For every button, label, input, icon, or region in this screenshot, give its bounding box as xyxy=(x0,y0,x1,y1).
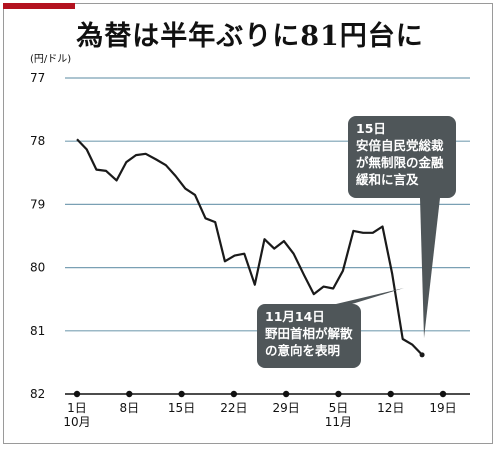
x-tick-label: 15日 xyxy=(168,401,195,415)
callout-pointer xyxy=(336,288,404,304)
callout-text-line: の意向を表明 xyxy=(265,343,340,358)
x-tick-dot xyxy=(335,390,342,398)
chart-title: 為替は半年ぶりに81円台に xyxy=(76,21,424,52)
x-tick-label: 29日 xyxy=(273,401,300,415)
x-tick-dot xyxy=(387,390,394,398)
y-tick-label: 79 xyxy=(30,197,45,211)
x-tick-dot xyxy=(230,390,238,398)
x-tick-month-label: 10月 xyxy=(63,415,90,429)
y-tick-label: 81 xyxy=(30,324,45,338)
y-tick-label: 77 xyxy=(30,71,45,85)
x-tick-label: 19日 xyxy=(429,401,456,415)
x-tick-dot xyxy=(126,390,133,398)
y-tick-label: 82 xyxy=(30,387,45,401)
x-tick-dot xyxy=(439,390,447,398)
series-line xyxy=(76,138,423,356)
callout-box xyxy=(257,304,361,368)
y-tick-label: 78 xyxy=(30,134,45,148)
x-tick-dot xyxy=(282,390,290,398)
x-tick-dot xyxy=(178,390,185,398)
callout-text-line: 安倍自民党総裁 xyxy=(356,138,444,153)
callout-text-line: 11月14日 xyxy=(265,309,325,324)
callout-text-line: 15日 xyxy=(356,121,386,136)
y-tick-label: 80 xyxy=(30,261,45,275)
callout-text-line: が無制限の金融 xyxy=(356,155,444,170)
x-tick-label: 5日 xyxy=(329,401,349,415)
y-axis-unit-label: (円/ドル) xyxy=(30,54,71,65)
x-tick-dot xyxy=(73,390,81,398)
series-end-point xyxy=(419,352,425,358)
callout-text-line: 野田首相が解散 xyxy=(265,326,353,341)
accent-bar xyxy=(3,3,75,9)
chart-frame xyxy=(3,3,493,444)
callout-pointer xyxy=(420,198,440,338)
callout-text-line: 緩和に言及 xyxy=(356,172,419,187)
x-tick-label: 1日 xyxy=(67,401,87,415)
callout-box xyxy=(348,116,456,198)
x-tick-label: 12日 xyxy=(377,401,404,415)
x-tick-label: 22日 xyxy=(220,401,247,415)
x-tick-month-label: 11月 xyxy=(325,415,352,429)
x-tick-label: 8日 xyxy=(119,401,139,415)
